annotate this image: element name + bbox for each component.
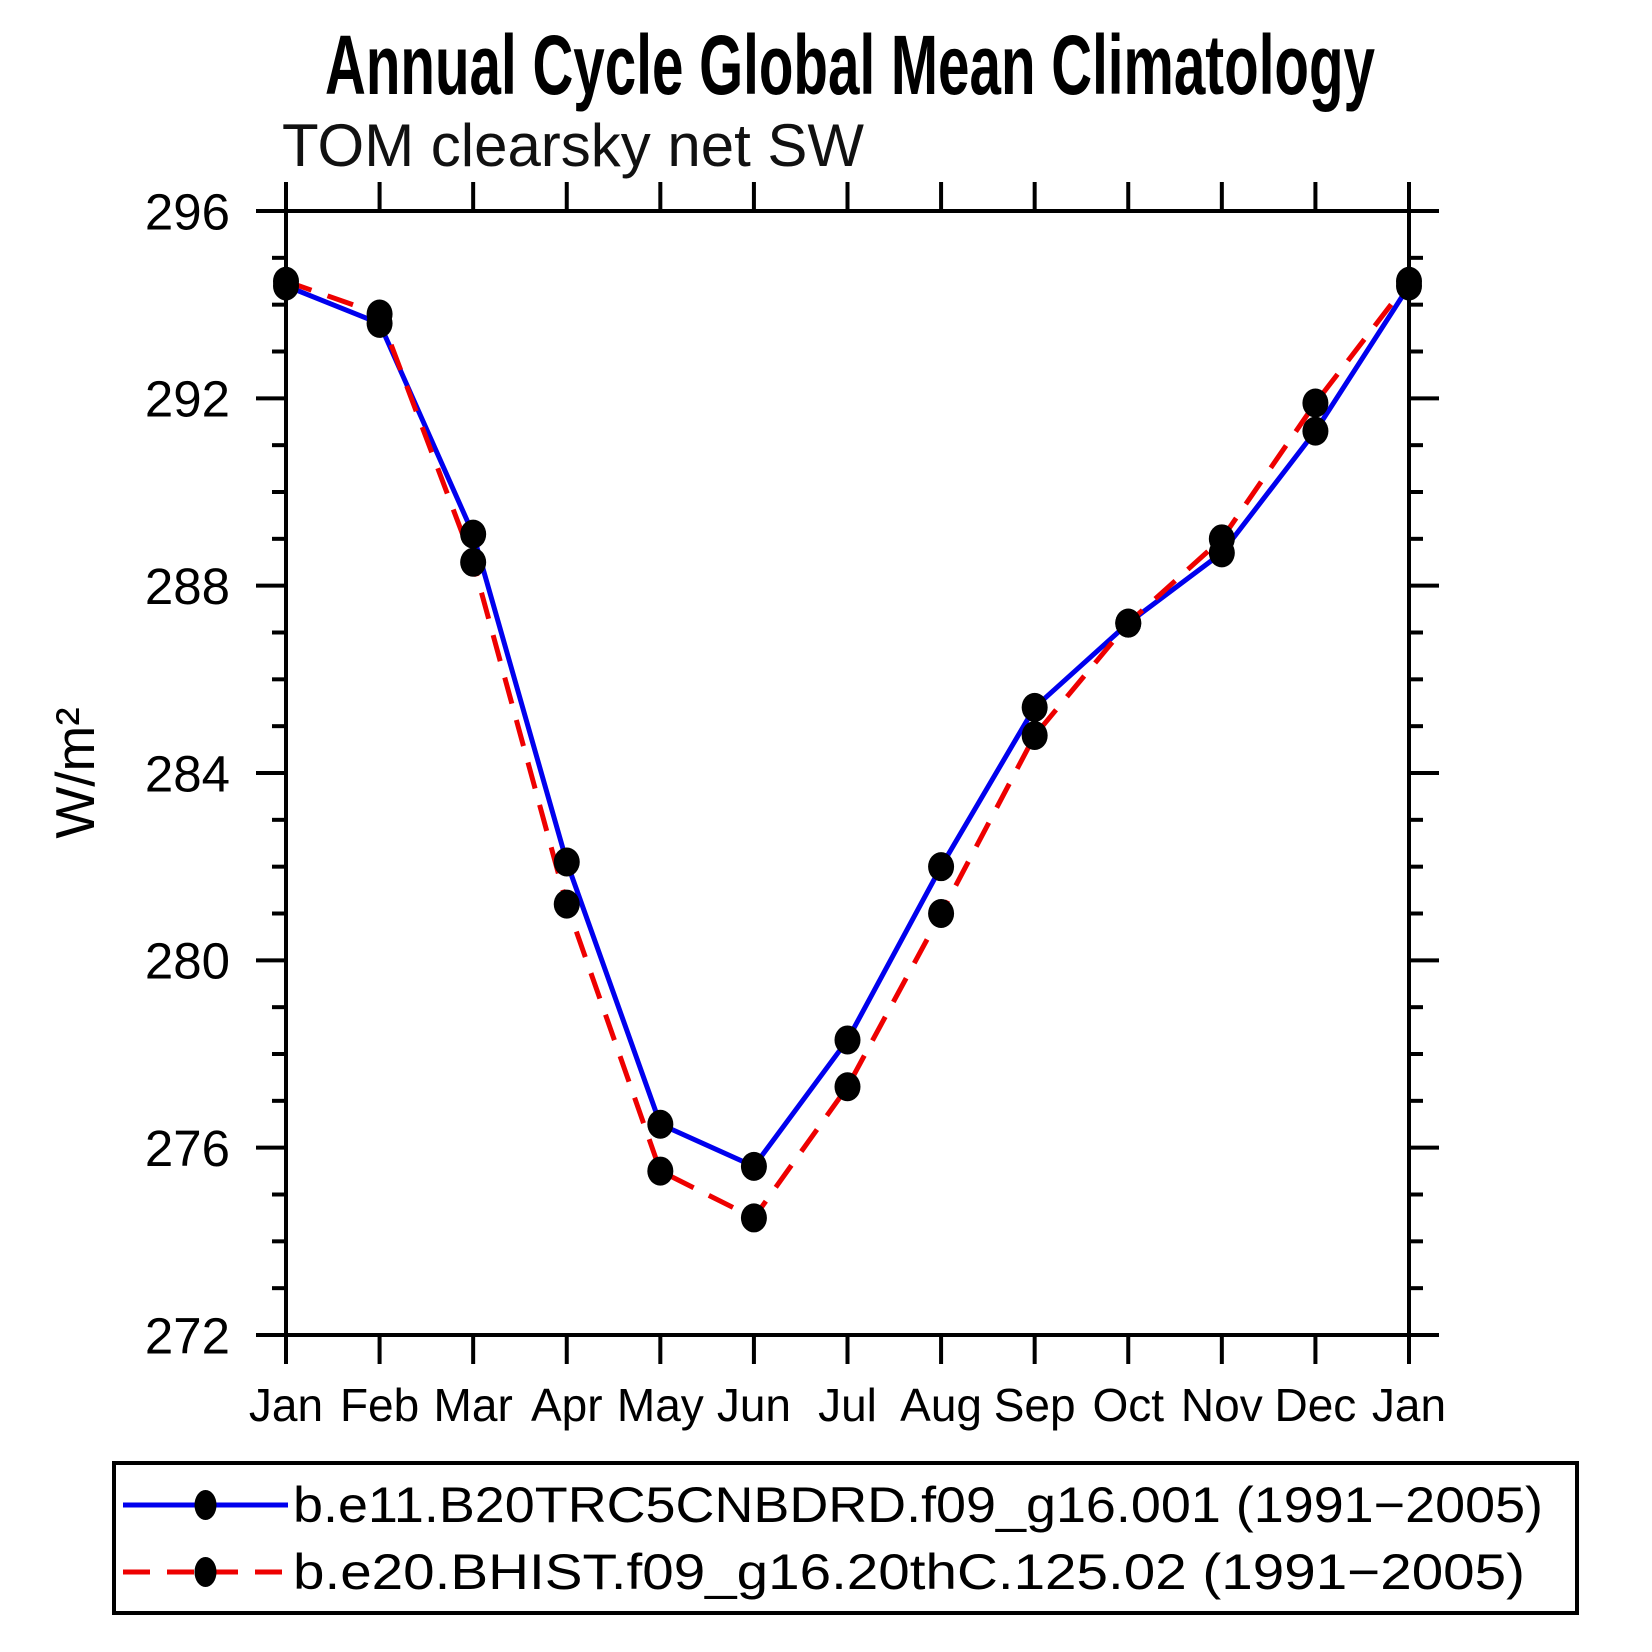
data-point-marker-s2 bbox=[1115, 608, 1142, 638]
y-tick-label: 284 bbox=[145, 745, 230, 802]
y-tick-label: 296 bbox=[145, 183, 230, 240]
data-point-marker-s2 bbox=[1208, 524, 1235, 554]
month-label: Jan bbox=[249, 1379, 323, 1431]
month-label: Apr bbox=[531, 1379, 603, 1431]
month-label: Jul bbox=[818, 1379, 877, 1431]
y-tick-label: 288 bbox=[145, 558, 230, 615]
legend-sample-marker-2 bbox=[194, 1557, 217, 1587]
y-tick-label: 280 bbox=[145, 933, 230, 990]
data-point-marker-s2 bbox=[1302, 388, 1329, 418]
month-label: Sep bbox=[994, 1379, 1076, 1431]
month-label: Oct bbox=[1092, 1379, 1164, 1431]
y-tick-label: 292 bbox=[145, 371, 230, 428]
y-tick-label: 272 bbox=[145, 1307, 230, 1364]
data-point-marker-s1 bbox=[740, 1151, 767, 1181]
data-point-marker-s2 bbox=[273, 266, 299, 296]
data-point-marker-s1 bbox=[834, 1025, 861, 1055]
data-point-marker-s2 bbox=[460, 547, 487, 577]
legend-sample-marker-1 bbox=[194, 1490, 217, 1520]
data-point-marker-s2 bbox=[647, 1156, 674, 1186]
data-point-marker-s2 bbox=[834, 1072, 861, 1102]
month-label: Nov bbox=[1181, 1379, 1263, 1431]
y-tick-label: 276 bbox=[145, 1120, 230, 1177]
data-point-marker-s1 bbox=[647, 1109, 674, 1139]
y-axis-label: W/m² bbox=[44, 707, 106, 838]
axes: Jan Feb Mar Apr May Jun Jul Aug Sep Oct Nov Dec Jan 2… bbox=[145, 182, 1446, 1431]
data-point-marker-s1 bbox=[1302, 416, 1329, 446]
data-point-marker-s2 bbox=[1021, 721, 1048, 751]
data-point-marker-s2 bbox=[366, 299, 393, 329]
month-label: May bbox=[617, 1379, 704, 1431]
data-point-marker-s1 bbox=[460, 519, 487, 549]
month-label: Jun bbox=[717, 1379, 791, 1431]
data-point-marker-s2 bbox=[1396, 266, 1422, 296]
plot-frame bbox=[284, 209, 1411, 1337]
chart-subtitle: TOM clearsky net SW bbox=[282, 112, 864, 179]
legend-label-series-1: b.e11.B20TRC5CNBDRD.f09_g16.001 (1991−20… bbox=[293, 1477, 1543, 1533]
month-label: Dec bbox=[1275, 1379, 1357, 1431]
legend: b.e11.B20TRC5CNBDRD.f09_g16.001 (1991−20… bbox=[112, 1461, 1579, 1615]
month-label: Aug bbox=[900, 1379, 982, 1431]
legend-label-series-2: b.e20.BHIST.f09_g16.20thC.125.02 (1991−2… bbox=[293, 1544, 1525, 1600]
chart-title: Annual Cycle Global Mean Climatology bbox=[325, 18, 1375, 112]
data-point-marker-s1 bbox=[1021, 692, 1048, 722]
month-label: Mar bbox=[434, 1379, 513, 1431]
data-point-marker-s2 bbox=[553, 889, 580, 919]
data-point-marker-s2 bbox=[928, 899, 955, 928]
data-point-marker-s2 bbox=[740, 1203, 767, 1233]
month-label: Feb bbox=[340, 1379, 419, 1431]
data-point-marker-s1 bbox=[553, 847, 580, 877]
series-layer bbox=[273, 266, 1422, 1233]
legend-samples bbox=[123, 1490, 288, 1587]
month-label: Jan bbox=[1372, 1379, 1446, 1431]
legend-box bbox=[112, 1461, 1579, 1615]
data-point-marker-s1 bbox=[928, 852, 955, 882]
